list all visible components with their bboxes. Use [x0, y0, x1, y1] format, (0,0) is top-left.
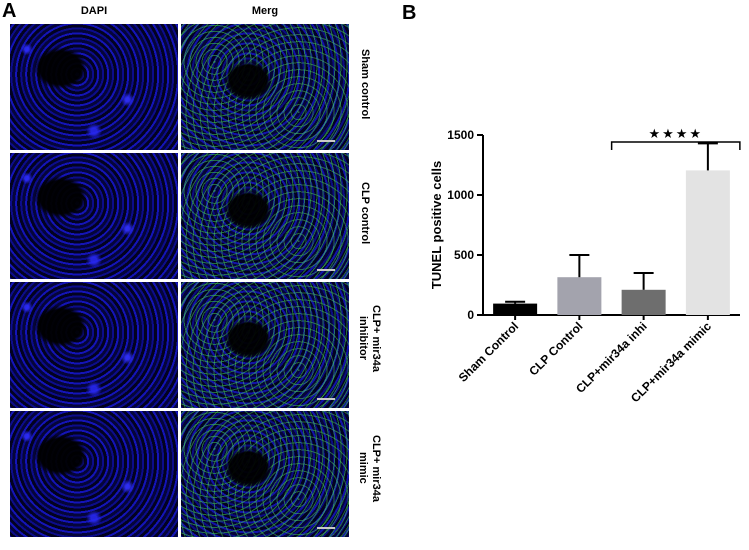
row-label-sham-control: Sham control [359, 48, 371, 120]
row-label-clp-control: CLP control [359, 181, 371, 245]
bar [557, 277, 602, 315]
micrograph-dapi-clp-control [10, 153, 178, 279]
micrograph-merg-clp-inhibitor [181, 282, 349, 408]
panel-b-letter: B [402, 2, 417, 24]
panel-a-letter: A [2, 0, 17, 22]
y-tick-label: 1500 [447, 128, 474, 142]
bar [621, 289, 666, 315]
scale-bar [317, 527, 335, 529]
scale-bar [317, 269, 335, 271]
y-axis-label: TUNEL positive cells [429, 161, 444, 289]
column-header-merg: Merg [251, 5, 279, 17]
micrograph-grid [10, 24, 349, 538]
bar [685, 170, 730, 315]
y-tick-label: 0 [467, 308, 474, 322]
micrograph-merg-sham-control [181, 24, 349, 150]
y-tick-label: 500 [454, 248, 474, 262]
y-tick-label: 1000 [447, 188, 474, 202]
micrograph-merg-clp-control [181, 153, 349, 279]
micrograph-dapi-sham-control [10, 24, 178, 150]
micrograph-merg-clp-mimic [181, 411, 349, 537]
significance-stars: ★★★★ [648, 126, 703, 141]
significance-bracket [610, 141, 741, 150]
scale-bar [317, 140, 335, 142]
x-tick-label: Sham Control [456, 319, 522, 385]
row-label-clp-mimic: CLP+ mir34a mimic [357, 434, 382, 502]
micrograph-dapi-clp-mimic [10, 411, 178, 537]
micrograph-dapi-clp-inhibitor [10, 282, 178, 408]
x-tick-label: CLP Control [526, 319, 585, 378]
column-header-dapi: DAPI [80, 5, 108, 17]
bar [493, 303, 538, 315]
tunel-chart: 0 500 1000 1500 TUNEL positive cells Sham Con… [380, 0, 749, 545]
tunel-bar-chart-svg: 0 500 1000 1500 TUNEL positive cells Sham Con… [429, 126, 741, 405]
scale-bar [317, 398, 335, 400]
row-label-clp-inhibitor: CLP+ mir34a inhibitor [357, 304, 382, 372]
